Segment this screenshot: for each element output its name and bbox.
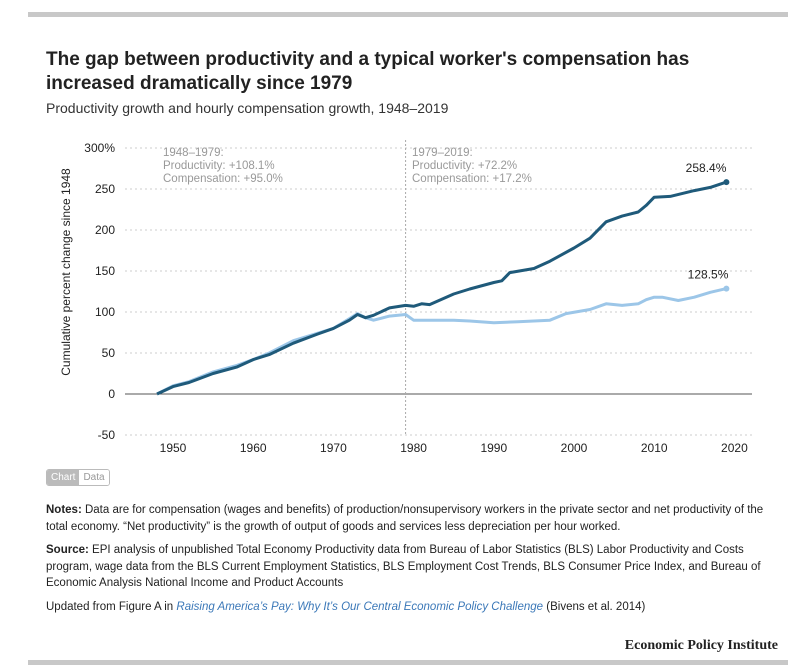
- end-label-compensation: 128.5%: [688, 268, 729, 282]
- line-chart: 300% 250 200 150 100 50 0 -50 1950 1960 1970 1980 19…: [59, 140, 752, 455]
- y-tick-label: 0: [108, 387, 115, 401]
- x-tick-label: 2020: [721, 441, 748, 455]
- chart-tab[interactable]: Chart: [47, 470, 80, 485]
- bottom-divider: [28, 660, 788, 665]
- series-end-point-compensation: [723, 285, 730, 292]
- top-divider: [28, 12, 788, 17]
- x-tick-label: 1950: [160, 441, 187, 455]
- x-tick-label: 1990: [480, 441, 507, 455]
- annotation-text: Compensation: +95.0%: [163, 173, 283, 185]
- view-toggle: Chart Data: [46, 469, 110, 486]
- series-line-productivity: [156, 180, 727, 396]
- y-tick-label: 150: [95, 264, 115, 278]
- annotation-text: Productivity: +108.1%: [163, 160, 275, 172]
- report-link[interactable]: Raising America’s Pay: Why It’s Our Cent…: [176, 600, 544, 613]
- annotation-text: Productivity: +72.2%: [412, 160, 517, 172]
- end-label-productivity: 258.4%: [686, 161, 727, 175]
- annotation-text: 1979–2019:: [412, 147, 473, 159]
- x-tick-label: 1970: [320, 441, 347, 455]
- chart-subtitle: Productivity growth and hourly compensat…: [46, 100, 449, 116]
- x-tick-label: 2010: [641, 441, 668, 455]
- updated-from: Updated from Figure A in Raising America…: [46, 600, 646, 613]
- y-tick-label: 300%: [84, 141, 115, 155]
- y-tick-label: 100: [95, 305, 115, 319]
- y-axis-label: Cumulative percent change since 1948: [59, 168, 73, 376]
- annotation-text: Compensation: +17.2%: [412, 173, 532, 185]
- epi-logo: Economic Policy Institute: [624, 638, 778, 653]
- x-tick-label: 1960: [240, 441, 267, 455]
- source: Source: EPI analysis of unpublished Tota…: [46, 544, 761, 589]
- x-tick-label: 2000: [561, 441, 588, 455]
- y-tick-label: 250: [95, 182, 115, 196]
- y-tick-label: 50: [102, 346, 116, 360]
- chart-title: The gap between productivity and a typic…: [46, 49, 690, 94]
- annotation-text: 1948–1979:: [163, 147, 224, 159]
- y-tick-label: 200: [95, 223, 115, 237]
- notes-section: Notes: Data are for compensation (wages …: [46, 502, 776, 622]
- notes: Notes: Data are for compensation (wages …: [46, 504, 764, 533]
- series-line-compensation: [156, 287, 727, 396]
- data-tab[interactable]: Data: [79, 470, 109, 485]
- series-end-point-productivity: [723, 179, 730, 186]
- y-tick-label: -50: [98, 428, 116, 442]
- x-tick-label: 1980: [400, 441, 427, 455]
